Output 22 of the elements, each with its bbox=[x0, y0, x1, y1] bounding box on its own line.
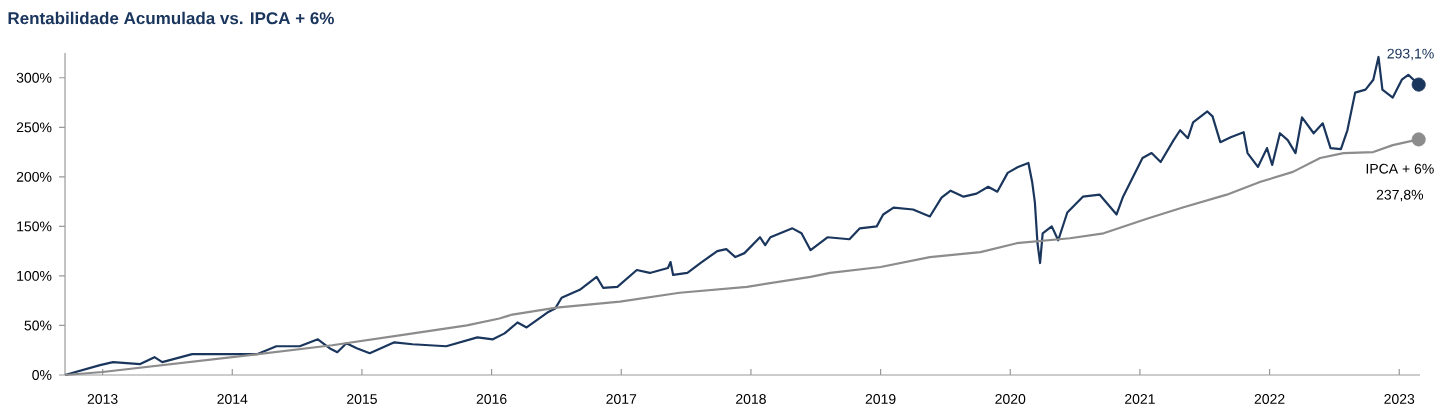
y-tick-label: 0% bbox=[32, 370, 52, 380]
x-tick-label: 2017 bbox=[606, 394, 637, 404]
y-tick-label: 50% bbox=[24, 320, 52, 331]
x-tick-label: 2015 bbox=[347, 394, 377, 404]
chart-title: Rentabilidade Acumulada vs. IPCA + 6% bbox=[8, 11, 334, 25]
y-tick-label: 300% bbox=[16, 72, 52, 83]
x-tick-label: 2016 bbox=[476, 394, 507, 404]
x-tick-label: 2019 bbox=[865, 394, 896, 404]
series-label: IPCA + 6% bbox=[1366, 163, 1434, 174]
x-tick-label: 2020 bbox=[995, 394, 1026, 404]
x-tick-label: 2018 bbox=[736, 394, 766, 404]
x-tick-label: 2021 bbox=[1125, 394, 1155, 404]
x-tick-label: 2013 bbox=[87, 394, 118, 404]
y-tick-label: 250% bbox=[16, 122, 52, 133]
y-tick-label: 200% bbox=[16, 171, 52, 182]
y-tick-label: 100% bbox=[17, 270, 52, 281]
x-tick-label: 2014 bbox=[217, 394, 248, 404]
data-label: 237,8% bbox=[1376, 189, 1424, 202]
data-label: 293,1% bbox=[1387, 48, 1434, 61]
y-tick-label: 150% bbox=[17, 221, 52, 232]
x-tick-label: 2022 bbox=[1254, 394, 1285, 404]
x-tick-label: 2023 bbox=[1384, 394, 1415, 404]
